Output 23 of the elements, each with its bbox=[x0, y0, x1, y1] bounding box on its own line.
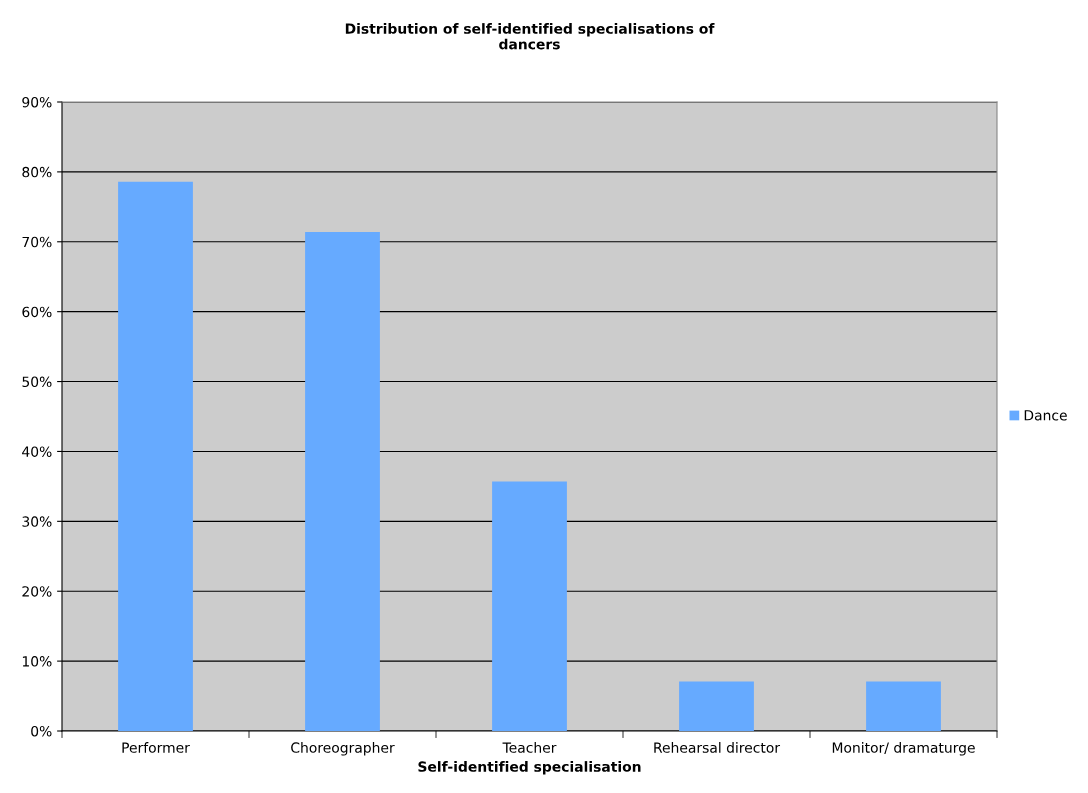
x-tick-label: Choreographer bbox=[291, 742, 395, 756]
bar bbox=[866, 681, 941, 731]
y-tick-label: 10% bbox=[22, 656, 52, 667]
y-tick-label: 0% bbox=[31, 725, 52, 737]
y-tick-label: 40% bbox=[22, 446, 52, 457]
x-tick-label: Monitor/ dramaturge bbox=[832, 742, 975, 756]
y-tick-label: 70% bbox=[22, 236, 52, 248]
legend-label: Dance bbox=[1024, 410, 1067, 421]
y-tick-label: 80% bbox=[22, 166, 52, 178]
chart-title: Distribution of self-identified specialisations of dancers bbox=[345, 23, 715, 50]
y-tick-label: 90% bbox=[22, 96, 52, 108]
bar bbox=[118, 181, 193, 731]
y-tick-label: 30% bbox=[22, 516, 52, 527]
x-tick-label: Performer bbox=[122, 742, 190, 753]
bar bbox=[679, 681, 754, 731]
x-tick-label: Rehearsal director bbox=[654, 742, 781, 753]
bar bbox=[305, 231, 380, 731]
y-tick-label: 50% bbox=[22, 376, 52, 388]
x-axis-title: Self-identified specialisation bbox=[418, 761, 641, 775]
y-tick-label: 20% bbox=[22, 586, 52, 597]
y-tick-label: 60% bbox=[22, 306, 52, 318]
bar bbox=[492, 481, 567, 731]
x-tick-label: Teacher bbox=[502, 742, 557, 753]
